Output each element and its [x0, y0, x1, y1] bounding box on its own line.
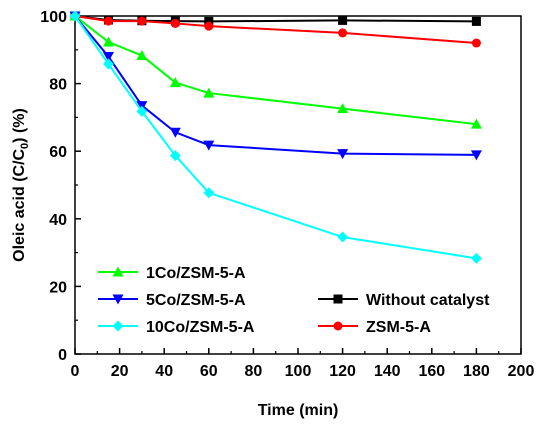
data-point: [337, 103, 349, 114]
x-tick-label: 140: [374, 363, 401, 380]
axis-tick-labels: 0 20 40 60 80 100 120 140 160 180 200 0 20 40 60 80 100: [40, 9, 534, 380]
data-point: [204, 16, 214, 26]
data-point: [102, 52, 114, 63]
data-point: [69, 10, 81, 22]
series-zsm-5-a: [70, 11, 481, 48]
series-line: [74, 15, 477, 156]
legend-label: ZSM-5-A: [366, 319, 431, 336]
data-point: [102, 58, 114, 70]
x-tick-label: 160: [418, 363, 445, 380]
data-point: [337, 149, 349, 160]
x-tick-label: 80: [245, 363, 263, 380]
data-point: [169, 127, 181, 138]
legend: 1Co/ZSM-5-A 5Co/ZSM-5-A 10Co/ZSM-5-A Withou…: [98, 265, 490, 336]
data-point: [102, 36, 114, 47]
y-axis-title-tail: ) (%): [11, 108, 28, 143]
y-tick-label: 40: [49, 212, 67, 229]
data-point: [169, 77, 181, 88]
y-tick-label: 60: [49, 144, 67, 161]
y-axis-title: Oleic acid (C/C0) (%): [11, 108, 31, 262]
data-point: [337, 231, 349, 243]
series-layer: [69, 10, 482, 264]
x-tick-label: 60: [200, 363, 218, 380]
legend-marker: [333, 321, 343, 331]
axis-ticks: [74, 15, 522, 355]
data-point: [203, 140, 215, 151]
x-tick-label: 20: [111, 363, 129, 380]
y-axis-title-main: Oleic acid (C/C: [11, 148, 28, 261]
data-point: [136, 50, 148, 61]
x-tick-label: 200: [508, 363, 535, 380]
legend-item-10co-zsm-5-a: 10Co/ZSM-5-A: [98, 319, 255, 336]
x-tick-label: 0: [71, 363, 80, 380]
legend-label: Without catalyst: [366, 292, 490, 309]
legend-item-without-catalyst: Without catalyst: [318, 292, 490, 309]
series-10co-zsm-5-a: [69, 10, 482, 264]
data-point: [203, 187, 215, 199]
y-tick-label: 100: [40, 9, 67, 26]
data-point: [169, 150, 181, 162]
data-point: [338, 28, 348, 38]
legend-marker: [112, 320, 124, 332]
data-point: [136, 105, 148, 117]
data-point: [103, 16, 113, 26]
data-point: [471, 38, 481, 48]
data-point: [471, 16, 481, 26]
y-tick-label: 20: [49, 279, 67, 296]
data-point: [470, 118, 482, 129]
y-tick-label: 80: [49, 77, 67, 94]
legend-marker: [112, 294, 124, 305]
legend-marker: [112, 266, 124, 277]
y-tick-label: 0: [58, 347, 67, 364]
y-axis-title-subscript: 0: [19, 143, 31, 149]
series-5co-zsm-5-a: [69, 11, 482, 161]
data-point: [137, 16, 147, 26]
series-1co-zsm-5-a: [69, 10, 482, 129]
legend-item-5co-zsm-5-a: 5Co/ZSM-5-A: [98, 292, 246, 309]
data-point: [470, 252, 482, 264]
legend-item-zsm-5-a: ZSM-5-A: [318, 319, 431, 336]
x-axis-title: Time (min): [258, 402, 339, 419]
legend-label: 10Co/ZSM-5-A: [146, 319, 255, 336]
legend-label: 1Co/ZSM-5-A: [146, 265, 246, 282]
data-point: [170, 18, 180, 28]
data-point: [203, 87, 215, 98]
data-point: [470, 150, 482, 161]
series-line: [74, 15, 477, 126]
legend-item-1co-zsm-5-a: 1Co/ZSM-5-A: [98, 265, 246, 282]
x-tick-label: 120: [329, 363, 356, 380]
x-tick-label: 40: [155, 363, 173, 380]
data-point: [338, 15, 348, 25]
x-tick-label: 180: [463, 363, 490, 380]
legend-marker: [333, 294, 343, 304]
x-tick-label: 100: [285, 363, 312, 380]
series-without-catalyst: [70, 11, 481, 26]
legend-label: 5Co/ZSM-5-A: [146, 292, 246, 309]
data-point: [204, 21, 214, 31]
